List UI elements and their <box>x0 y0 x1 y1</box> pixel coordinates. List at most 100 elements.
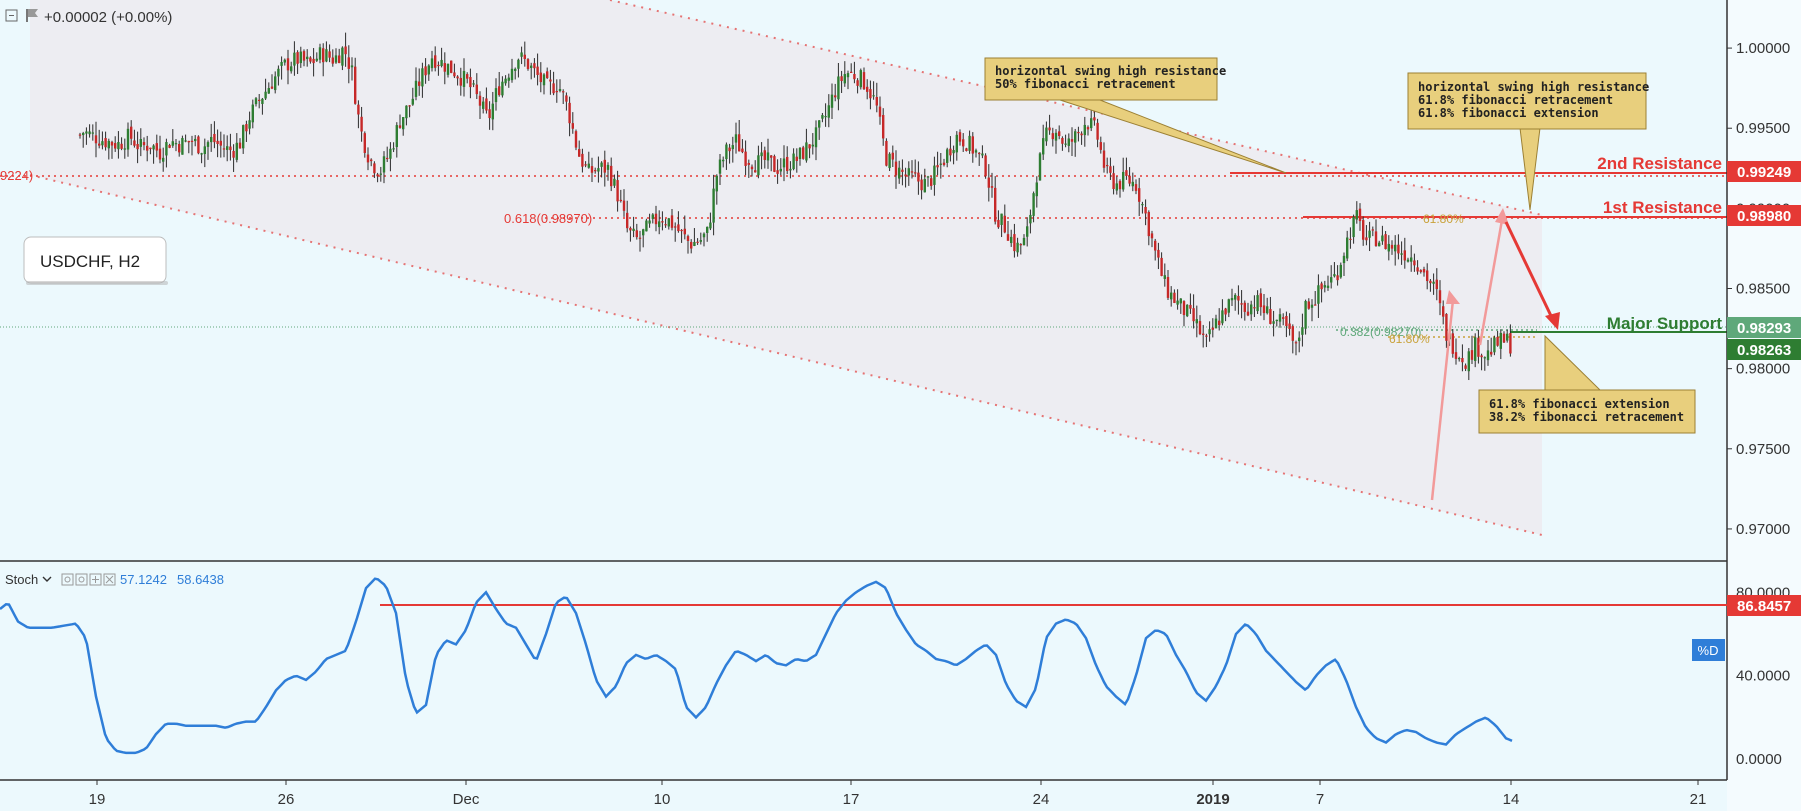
candle-body <box>1150 233 1154 239</box>
symbol-badge[interactable]: USDCHF, H2 <box>23 236 168 285</box>
candle-body <box>677 224 680 232</box>
candle-body <box>565 95 568 102</box>
candle-body <box>1291 326 1294 341</box>
candle-body <box>517 59 520 69</box>
chevron-down-icon[interactable] <box>42 576 52 582</box>
candle-body <box>1045 127 1048 142</box>
candle-body <box>94 135 98 144</box>
candle-body <box>258 99 261 102</box>
time-tick-label: 24 <box>1033 791 1050 808</box>
candle-body <box>1330 277 1333 283</box>
candle-body <box>1387 243 1390 252</box>
candle-body <box>270 86 274 89</box>
candle-body <box>219 140 222 146</box>
candle-body <box>1211 327 1214 330</box>
candle-body <box>1102 150 1106 168</box>
candle-body <box>1202 333 1205 335</box>
stoch-tick-label: 0.0000 <box>1736 751 1782 768</box>
callout-right-line-3: 61.8% fibonacci extension <box>1418 106 1599 120</box>
stoch-name[interactable]: Stoch <box>5 572 38 587</box>
candle-body <box>603 159 606 173</box>
candle-body <box>280 61 283 66</box>
fib-0618-label: 0.618(0.98970) <box>504 211 592 226</box>
candle-body <box>648 220 651 224</box>
candle-body <box>1048 127 1051 131</box>
candle-body <box>507 77 510 81</box>
candle-body <box>824 116 827 118</box>
callout-mid[interactable]: horizontal swing high resistance 50% fib… <box>984 57 1287 174</box>
candle-body <box>296 52 299 64</box>
candle-body <box>1326 285 1330 288</box>
candle-body <box>1128 175 1131 184</box>
candle-body <box>168 144 171 148</box>
callout-bottom[interactable]: 61.8% fibonacci extension 38.2% fibonacc… <box>1478 334 1696 434</box>
time-tick-label: 2019 <box>1196 791 1229 808</box>
time-tick-label: 26 <box>278 791 295 808</box>
stoch-d-badge[interactable]: %D <box>1692 639 1725 661</box>
candle-body <box>1122 171 1125 190</box>
candle-body <box>830 94 834 108</box>
candle-body <box>322 48 325 63</box>
candle-body <box>187 140 190 143</box>
candle-body <box>606 164 610 170</box>
candle-body <box>821 115 824 119</box>
candle-body <box>216 140 219 144</box>
candle-body <box>1403 250 1406 261</box>
candle-body <box>443 63 446 72</box>
candle-body <box>1381 235 1384 242</box>
candle-body <box>382 156 386 173</box>
callout-right[interactable]: horizontal swing high resistance 61.8% f… <box>1407 72 1649 211</box>
projection-down-arrow[interactable] <box>1504 221 1555 321</box>
price-axis-panel <box>1727 0 1801 811</box>
candle-body <box>763 150 766 160</box>
candle-body <box>920 179 923 191</box>
candle-body <box>107 140 110 149</box>
candle-body <box>869 89 872 99</box>
candle-body <box>1406 259 1410 262</box>
candle-body <box>165 142 168 156</box>
candle-body <box>811 144 814 147</box>
candle-body <box>651 214 654 219</box>
candle-body <box>1067 138 1070 146</box>
candle-body <box>715 175 718 192</box>
candle-body <box>590 166 594 173</box>
candle-body <box>904 174 907 177</box>
candle-body <box>1416 267 1419 272</box>
candle-body <box>1365 237 1368 241</box>
candle-body <box>427 65 430 75</box>
candle-body <box>1483 357 1486 359</box>
candle-body <box>434 55 437 68</box>
candle-body <box>123 148 126 150</box>
stoch-toolbar-icons[interactable] <box>61 573 116 586</box>
candle-body <box>1470 350 1474 360</box>
flag-icon[interactable] <box>26 9 38 22</box>
callout-bottom-line-2: 38.2% fibonacci retracement <box>1489 410 1684 424</box>
time-axis[interactable]: 19 26 Dec 10 17 24 2019 7 14 21 <box>89 780 1707 808</box>
candle-body <box>805 142 808 161</box>
candle-body <box>981 153 984 156</box>
price-axis[interactable]: 1.000000.995000.990000.985000.980000.975… <box>1727 40 1790 538</box>
candle-body <box>1051 133 1054 140</box>
candle-body <box>1147 212 1150 237</box>
channel-lower-line[interactable] <box>29 174 1543 536</box>
candle-body <box>366 154 370 163</box>
candle-body <box>82 133 85 136</box>
collapse-icon[interactable] <box>5 9 18 22</box>
svg-text:0.98980: 0.98980 <box>1737 208 1791 225</box>
candle-body <box>1182 301 1186 316</box>
candle-body <box>1243 302 1246 312</box>
candle-body <box>795 156 798 161</box>
candle-body <box>1474 337 1477 361</box>
candle-body <box>1035 182 1038 197</box>
candle-body <box>853 74 856 80</box>
candle-body <box>731 145 734 150</box>
candle-body <box>162 157 165 162</box>
candle-body <box>856 80 859 86</box>
candle-body <box>878 106 882 117</box>
candle-body <box>1250 304 1253 315</box>
candle-body <box>706 226 709 234</box>
callout-mid-line-2: 50% fibonacci retracement <box>995 77 1176 91</box>
candle-body <box>523 54 526 59</box>
first-resistance-tag: 0.98980 <box>1727 205 1801 226</box>
